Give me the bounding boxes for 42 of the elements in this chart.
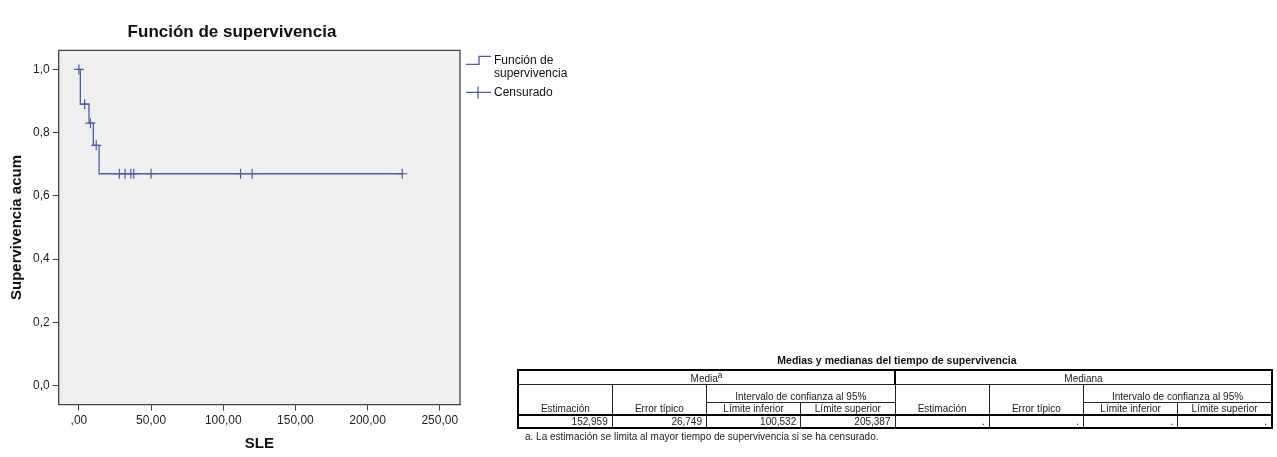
category-label: Estimación [518,384,613,416]
text: Medias y medianas del tiempo de supervivencia [776,354,1018,366]
category-label: Estimación [895,384,990,416]
category-label: Límite inferior [1083,402,1178,416]
category-label: Límite superior [800,402,895,416]
y-tick-label: 0,2 [32,314,50,329]
category-label: Límite superior [1177,402,1272,416]
text: Intervalo de confianza al 95% [1083,384,1272,403]
y-tick-label: 0,6 [32,188,50,203]
text: . [1170,416,1174,428]
y-tick-label: 0,8 [32,124,50,139]
y-tick-label: 0,0 [32,377,50,392]
x-axis-title: SLE [244,434,274,452]
y-tick-label: 0,4 [32,251,50,266]
category-label: Límite inferior [706,402,801,416]
point [84,117,97,129]
category-label: Error típico [612,384,707,416]
text: a. La estimación se limita al mayor tiempo de supervivencia si se ha censurado. [525,431,880,443]
y-tick-label: 1,0 [32,61,50,76]
y-axis-title: Supervivencia acum [7,154,25,301]
text: Intervalo de confianza al 95% [706,384,895,403]
legend-label: Función de supervivencia [494,52,568,80]
x-tick-label: 100,00 [204,413,242,428]
text: 152,959 [571,416,608,428]
category-label: Error típico [989,384,1084,416]
x-tick-label: 250,00 [421,413,459,428]
x-tick-label: 150,00 [277,413,315,428]
text: . [981,416,985,428]
text: 205,387 [854,416,891,428]
x-tick-label: 50,00 [136,413,167,428]
point [73,63,85,75]
chart-title: Función de supervivencia [127,21,337,41]
text: Media$^{a}$ [518,370,895,385]
text: 100,532 [760,416,797,428]
x-tick-label: 200,00 [349,413,387,428]
legend-label: Censurado [494,84,554,99]
point [90,139,102,151]
text: . [1076,416,1079,428]
text: 26,749 [671,416,702,428]
text: Mediana [895,370,1272,385]
text: . [1264,416,1267,428]
x-tick-label: ,00 [70,413,88,428]
